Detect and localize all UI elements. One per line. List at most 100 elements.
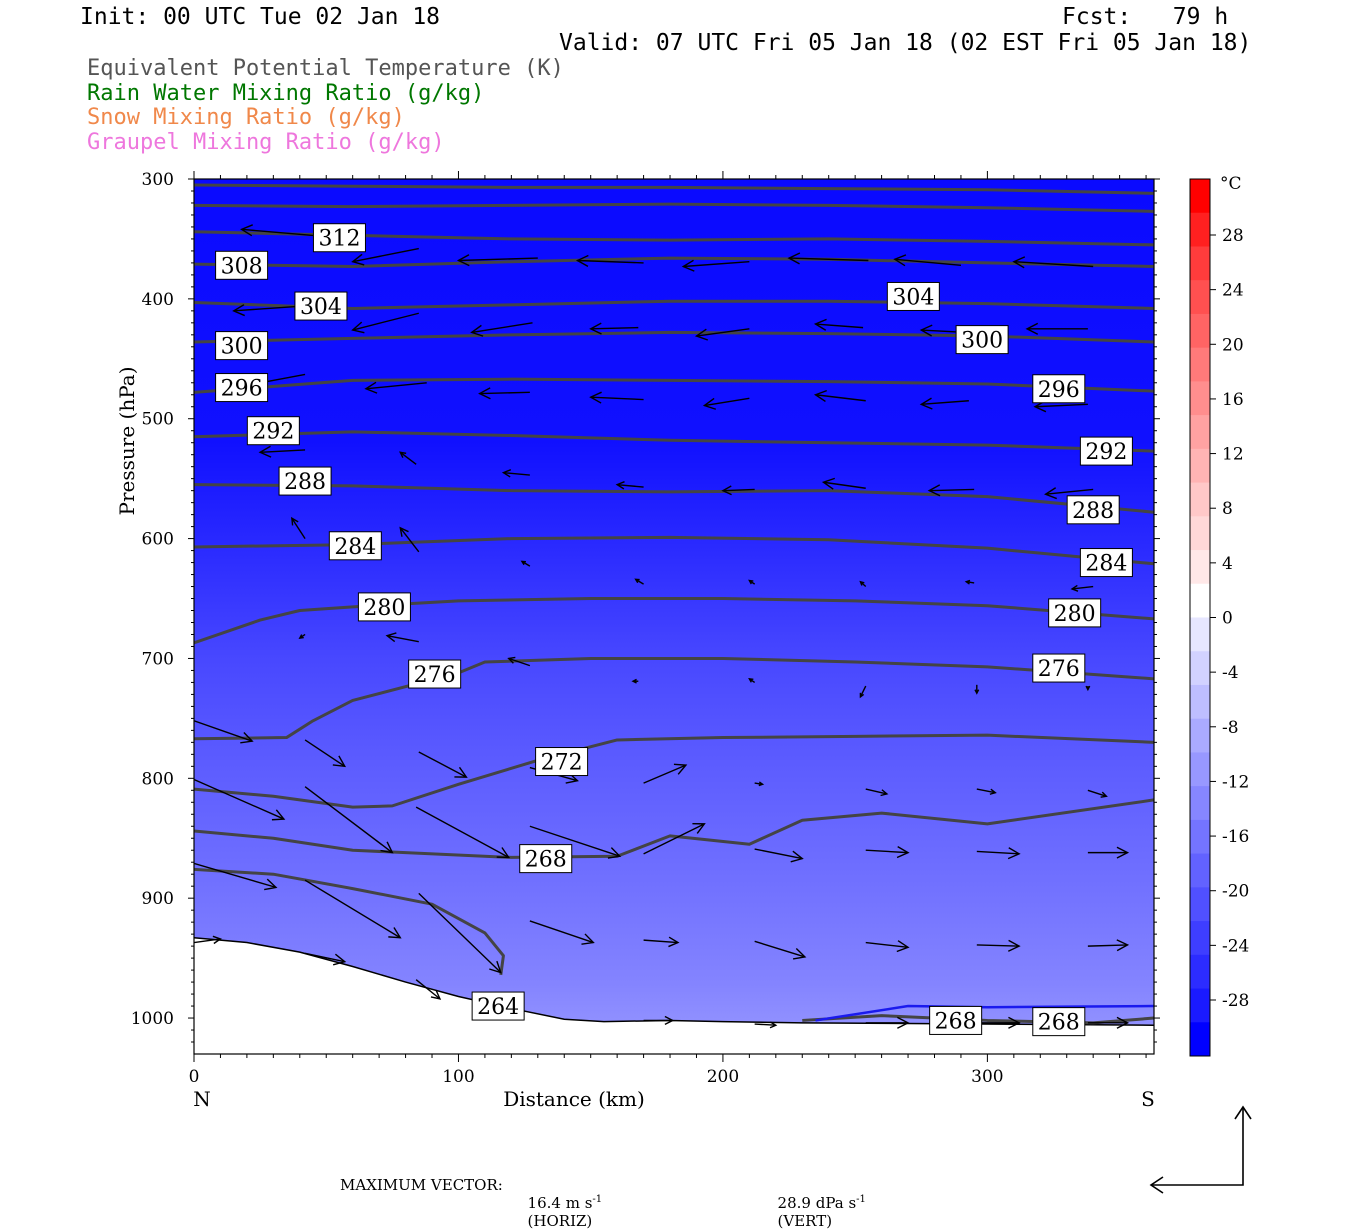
contour-label: 292 — [246, 416, 300, 446]
colorbar-swatch — [1190, 718, 1210, 753]
wind-vector — [589, 322, 639, 335]
wind-vector — [702, 397, 750, 410]
contour-label: 268 — [519, 844, 573, 874]
wind-vector-head — [919, 397, 933, 410]
y-tick-label: 800 — [142, 769, 174, 789]
theta-e-contour — [194, 183, 1154, 195]
wind-vector-head — [399, 526, 409, 537]
wind-vector — [304, 879, 402, 939]
vert-value: 28.9 dPa s — [777, 1194, 857, 1212]
wind-vector-head — [380, 841, 394, 854]
wind-vector-shaft — [194, 720, 253, 742]
wind-vector — [194, 778, 286, 821]
contour-label-text: 280 — [1054, 602, 1096, 627]
wind-vector-shaft — [194, 778, 285, 820]
wind-vector-shaft — [635, 578, 644, 585]
wind-vector-head — [896, 940, 910, 953]
wind-vector — [385, 632, 419, 643]
wind-vector — [976, 847, 1021, 860]
wind-vector-shaft — [590, 396, 644, 401]
wind-vector-head — [258, 445, 272, 458]
wind-vector — [304, 739, 347, 768]
south-end-label: S — [1141, 1087, 1155, 1111]
wind-vector-shaft — [976, 850, 1020, 855]
wind-vector-head — [631, 678, 637, 684]
wind-vector-shaft — [643, 764, 687, 784]
wind-vector-head — [1008, 1016, 1021, 1029]
wind-vector-shaft — [304, 739, 346, 767]
colorbar-swatch — [1190, 313, 1210, 349]
wind-vector-head — [332, 953, 347, 966]
wind-vector-shaft — [503, 471, 530, 476]
valid-time: Valid: 07 UTC Fri 05 Jan 18 (02 EST Fri … — [559, 30, 1252, 56]
contour-label-box — [215, 250, 269, 280]
contour-label-text: 304 — [300, 295, 342, 320]
wind-vector-head — [454, 766, 468, 778]
wind-vector-shaft — [386, 634, 419, 643]
wind-vector — [821, 477, 866, 490]
colorbar-swatch — [1190, 752, 1210, 787]
wind-vector-shaft — [1071, 585, 1094, 590]
wind-vector — [865, 845, 910, 859]
wind-vector — [1085, 685, 1091, 692]
wind-vector-head — [291, 516, 299, 526]
max-vector-label: MAXIMUM VECTOR: — [340, 1176, 503, 1194]
colorbar-swatch — [1190, 347, 1210, 382]
wind-vector-head — [1007, 847, 1021, 860]
reference-vector-icon — [1149, 1105, 1252, 1194]
colorbar-label: 28 — [1222, 226, 1244, 246]
colorbar-swatch — [1190, 516, 1210, 551]
contour-label-box — [1066, 495, 1120, 525]
wind-vector — [529, 920, 595, 945]
wind-vector-shaft — [921, 400, 969, 406]
wind-vector — [456, 254, 538, 267]
wind-vector — [964, 579, 975, 585]
wind-vector-head — [919, 324, 933, 337]
legend-item: Graupel Mixing Ratio (g/kg) — [87, 129, 445, 155]
colorbar-label: 24 — [1222, 281, 1244, 301]
wind-vector-head — [989, 788, 997, 795]
y-tick-label: 500 — [142, 410, 174, 430]
wind-vector-shaft — [754, 940, 806, 958]
wind-vector-head — [1012, 256, 1026, 269]
wind-vector — [974, 684, 980, 695]
wind-vector — [694, 328, 750, 341]
colorbar-swatch — [1190, 550, 1210, 585]
contour-label-box — [357, 592, 411, 622]
wind-vector-head — [897, 1016, 910, 1029]
colorbar-swatch — [1190, 786, 1210, 821]
wind-vector-head — [1025, 322, 1039, 335]
wind-vector-head — [264, 878, 278, 891]
colorbar-swatch — [1190, 954, 1210, 990]
contour-label: 300 — [955, 325, 1009, 355]
wind-vector-head — [859, 692, 865, 699]
wind-vector-shaft — [1013, 261, 1094, 268]
colorbar-label: -28 — [1222, 991, 1249, 1011]
contour-label-box — [886, 281, 940, 311]
wind-vector-head — [896, 845, 910, 859]
contour-label-box — [1048, 598, 1102, 628]
wind-vector — [1025, 322, 1088, 335]
wind-vector-shaft — [823, 481, 866, 489]
wind-vector-shaft — [643, 939, 679, 944]
contour-label-text: 296 — [221, 377, 263, 402]
contour-label: 304 — [886, 281, 940, 311]
x-tick-label: 0 — [189, 1067, 200, 1087]
legend-item: Snow Mixing Ratio (g/kg) — [87, 105, 405, 130]
theta-e-contour — [194, 597, 1154, 645]
colorbar-label: -24 — [1222, 936, 1249, 956]
max-vector-vert: 28.9 dPa s-1 (VERT) — [768, 1176, 866, 1230]
wind-vector-head — [456, 254, 470, 267]
wind-vector — [194, 720, 254, 744]
contour-label-text: 308 — [221, 254, 263, 279]
wind-vector — [298, 633, 306, 639]
wind-vector — [399, 526, 420, 553]
theta-e-contour — [194, 867, 505, 976]
contour-label-text: 296 — [1038, 378, 1080, 403]
wind-vector-shaft — [194, 938, 221, 944]
contour-label: 264 — [471, 991, 525, 1021]
wind-vector — [634, 578, 644, 585]
wind-vector — [1044, 487, 1094, 500]
wind-vector — [575, 254, 644, 267]
contour-label-text: 268 — [1038, 1011, 1080, 1036]
